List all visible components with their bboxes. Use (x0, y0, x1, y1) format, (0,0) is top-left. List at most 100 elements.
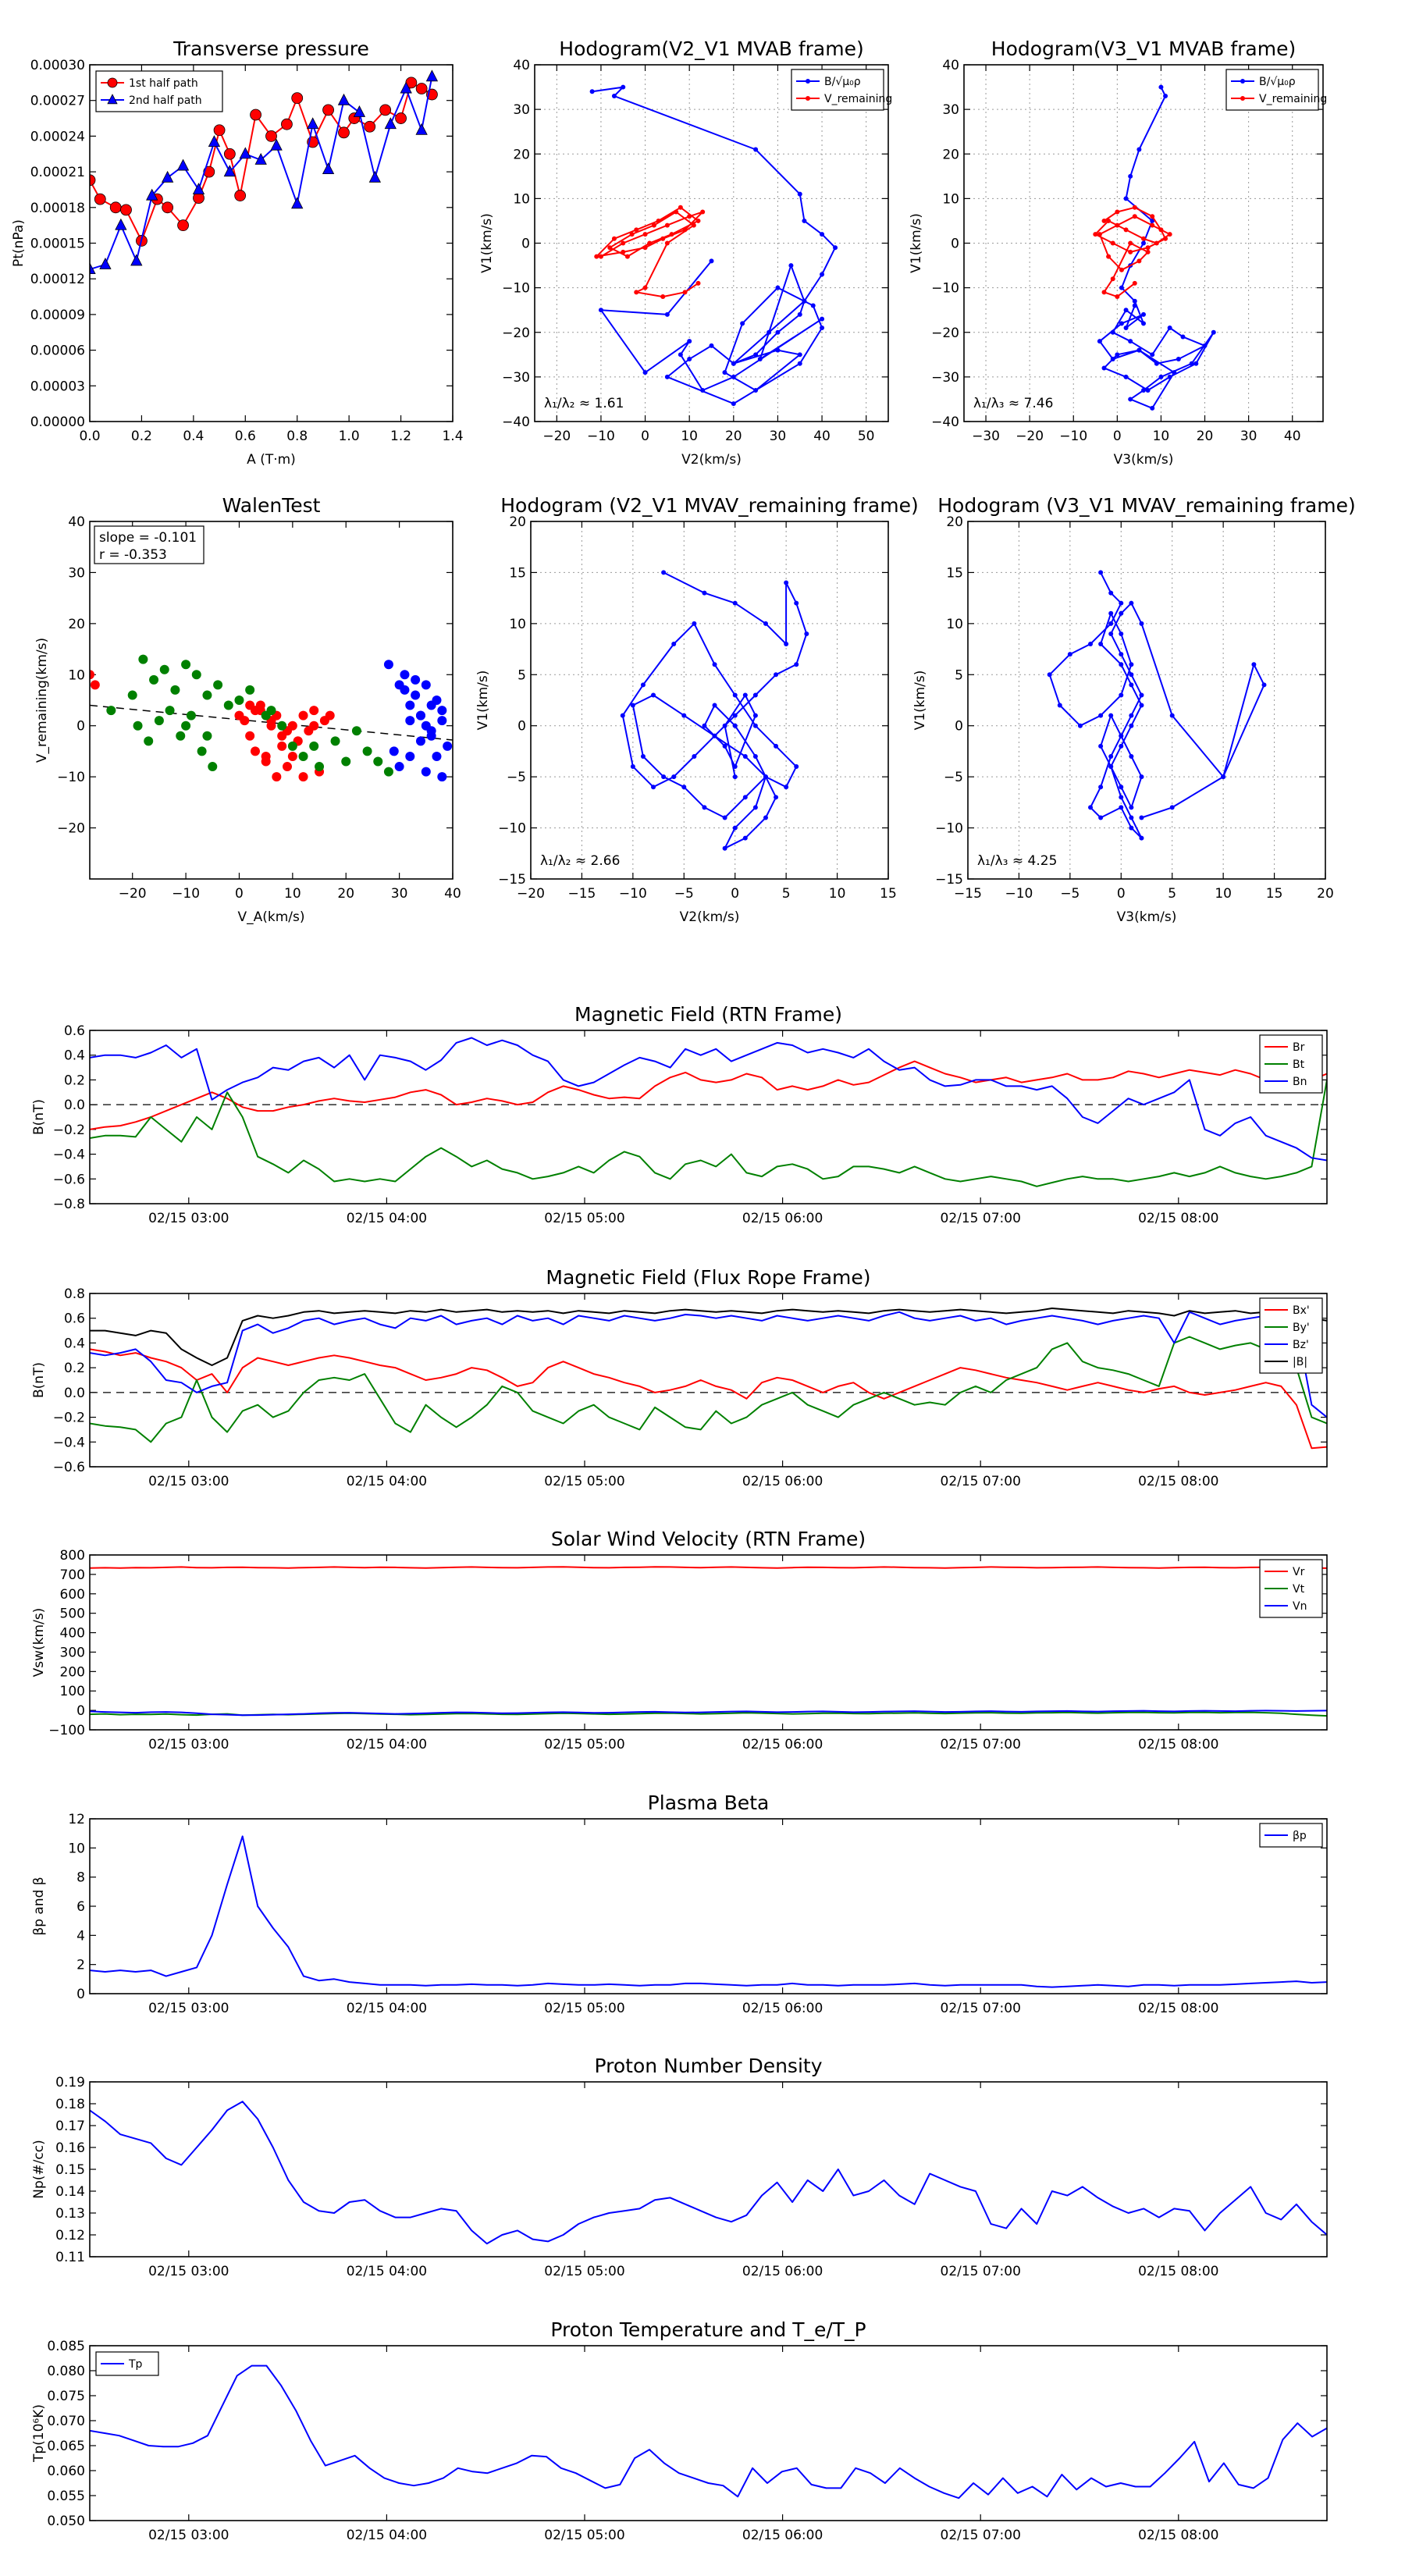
data-point (400, 81, 412, 94)
data-point (379, 104, 392, 116)
x-tick-label: 30 (770, 429, 787, 444)
y-tick-label: −30 (502, 370, 530, 386)
plot-area (1047, 570, 1267, 841)
data-point (1139, 703, 1144, 708)
x-tick-label: −10 (1005, 886, 1033, 902)
y-tick-label: −10 (935, 821, 963, 837)
scatter-point (202, 731, 212, 741)
data-point (1129, 805, 1134, 810)
x-tick-label: −10 (172, 886, 200, 902)
data-point (1129, 815, 1134, 820)
legend-label: By' (1293, 1322, 1310, 1334)
data-point (1098, 642, 1104, 647)
data-point (1158, 227, 1164, 233)
y-tick-label: −40 (931, 415, 959, 430)
data-point (757, 357, 763, 362)
data-point (767, 329, 772, 335)
scatter-point (432, 751, 442, 761)
data-point (384, 117, 397, 130)
x-tick-label: 0 (1117, 886, 1126, 902)
data-point (1132, 298, 1137, 304)
scatter-point (415, 710, 425, 720)
data-point (208, 135, 221, 148)
series-np-line (90, 2101, 1327, 2245)
data-point (1150, 352, 1155, 358)
scatter-point (411, 690, 421, 700)
x-tick-label: 02/15 06:00 (742, 2001, 823, 2016)
scatter-point (426, 726, 436, 736)
data-point (732, 825, 738, 831)
data-point (1154, 240, 1159, 246)
y-tick-label: 0.00027 (30, 94, 85, 109)
x-tick-label: 02/15 04:00 (347, 1474, 427, 1489)
data-point (1047, 672, 1052, 678)
data-point (607, 245, 613, 251)
data-point (1139, 621, 1144, 626)
y-tick-label: 0.00003 (30, 379, 85, 394)
data-point (621, 249, 626, 254)
y-tick-label: 40 (68, 514, 85, 530)
x-tick-label: 20 (1197, 429, 1214, 444)
series-bt-line (90, 1080, 1327, 1187)
data-point (415, 83, 428, 94)
data-point (722, 370, 727, 375)
data-point (1129, 825, 1134, 831)
y-tick-label: −10 (498, 821, 526, 837)
data-point (642, 232, 648, 237)
y-tick-label: −10 (57, 770, 85, 785)
scatter-point (309, 720, 319, 731)
data-point (656, 218, 661, 223)
y-tick-label: 10 (513, 191, 530, 207)
legend: Bx' By' Bz' |B| (1259, 1297, 1323, 1374)
x-axis-label: V2(km/s) (681, 452, 742, 468)
data-point (752, 713, 758, 718)
data-point (820, 326, 825, 331)
x-tick-label: 0 (1113, 429, 1122, 444)
data-point (1141, 311, 1146, 317)
y-tick-label: 0.8 (64, 1286, 85, 1302)
y-axis-label: Tp(10⁶K) (31, 2404, 47, 2463)
data-point (1129, 713, 1134, 718)
data-point (802, 218, 807, 223)
data-point (1097, 232, 1102, 237)
data-point (647, 240, 653, 246)
data-point (700, 209, 706, 215)
data-point (239, 147, 251, 159)
data-point (1150, 405, 1155, 411)
x-tick-label: 0.2 (131, 429, 152, 444)
data-point (1098, 570, 1104, 575)
data-point (1108, 610, 1114, 616)
hodogram-v2-v1-mvav-panel: Hodogram (V2_V1 MVAV_remaining frame) −20… (475, 494, 919, 925)
data-point (634, 290, 639, 295)
data-point (1123, 227, 1129, 233)
y-tick-label: 30 (513, 102, 530, 118)
scatter-point (330, 736, 340, 746)
x-axis-label: V_A(km/s) (237, 909, 304, 925)
data-point (1088, 642, 1094, 647)
data-point (192, 183, 205, 194)
x-tick-label: 02/15 04:00 (347, 1211, 427, 1226)
scatter-point (309, 741, 319, 751)
x-tick-label: 02/15 03:00 (148, 1211, 229, 1226)
scatter-point (202, 690, 212, 700)
data-point (774, 672, 779, 678)
y-tick-label: 300 (60, 1645, 85, 1660)
walen-test-panel: WalenTest −20 −10 0 10 20 30 40 −20 −10 0 10 20 30 40 V… (34, 494, 461, 925)
data-point (1132, 205, 1137, 210)
scatter-point (197, 746, 207, 756)
data-point (1119, 631, 1124, 636)
data-point (1221, 774, 1226, 780)
y-tick-label: 0.00015 (30, 237, 85, 252)
y-tick-label: 30 (68, 565, 85, 581)
y-tick-label: 0.00021 (30, 165, 85, 180)
data-point (130, 254, 143, 266)
x-tick-label: −10 (1059, 429, 1087, 444)
scatter-point (362, 746, 372, 756)
chart-title: Proton Temperature and T_e/T_P (550, 2318, 866, 2341)
data-point (234, 190, 247, 201)
y-tick-label: 0 (76, 719, 85, 735)
x-tick-label: 10 (1153, 429, 1170, 444)
data-point (1119, 652, 1124, 657)
y-tick-label: 0.075 (47, 2389, 85, 2404)
data-point (752, 805, 758, 810)
